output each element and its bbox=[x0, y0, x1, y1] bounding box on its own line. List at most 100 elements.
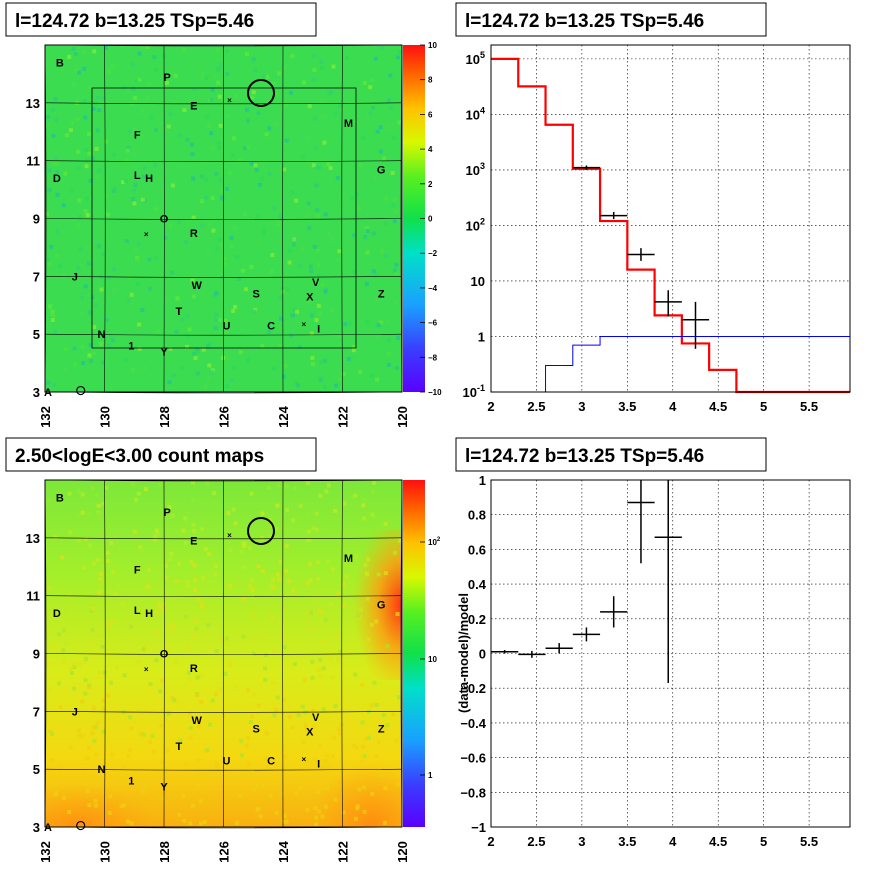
y-tick-label: −0.6 bbox=[460, 751, 486, 766]
x-tick-label: 126 bbox=[217, 406, 232, 428]
map-pixel bbox=[305, 581, 310, 586]
map-pixel bbox=[197, 782, 202, 787]
map-pixel bbox=[392, 197, 397, 202]
map-pixel bbox=[170, 183, 175, 188]
map-pixel bbox=[266, 330, 271, 334]
map-pixel bbox=[212, 293, 217, 298]
map-pixel bbox=[263, 653, 268, 658]
map-pixel bbox=[196, 350, 200, 355]
map-pixel bbox=[213, 73, 218, 78]
map-pixel bbox=[204, 75, 208, 80]
map2-frame bbox=[44, 479, 403, 828]
map-pixel bbox=[276, 483, 281, 488]
map-pixel bbox=[50, 644, 55, 649]
source-label: W bbox=[192, 280, 203, 292]
map-pixel bbox=[189, 559, 194, 564]
map-pixel bbox=[313, 116, 318, 121]
map-pixel bbox=[245, 52, 249, 56]
map-pixel bbox=[312, 523, 317, 528]
map-pixel bbox=[252, 309, 257, 314]
map-pixel bbox=[316, 262, 321, 267]
map-pixel bbox=[392, 135, 397, 140]
map-pixel bbox=[234, 685, 239, 690]
map-pixel bbox=[292, 237, 297, 242]
map-pixel bbox=[188, 821, 193, 826]
map-pixel bbox=[290, 725, 295, 730]
map-pixel bbox=[141, 732, 146, 737]
map-pixel bbox=[329, 602, 333, 607]
map-pixel bbox=[78, 662, 83, 667]
map-pixel bbox=[315, 214, 320, 219]
map-pixel bbox=[331, 735, 336, 740]
map-pixel bbox=[318, 311, 322, 316]
map-pixel bbox=[307, 299, 312, 304]
map-pixel bbox=[341, 372, 346, 377]
map-pixel bbox=[323, 212, 328, 217]
map-pixel bbox=[394, 262, 399, 267]
map-pixel bbox=[111, 569, 116, 574]
map-pixel bbox=[229, 378, 234, 383]
map-pixel bbox=[305, 136, 310, 141]
map-pixel bbox=[154, 528, 159, 533]
map-pixel bbox=[54, 117, 59, 122]
source-label: Y bbox=[160, 782, 168, 794]
map-pixel bbox=[317, 609, 322, 614]
map-pixel bbox=[194, 626, 199, 631]
map-pixel bbox=[267, 172, 272, 177]
map-pixel bbox=[115, 665, 119, 670]
title-box-tl bbox=[5, 2, 317, 37]
map-pixel bbox=[193, 356, 198, 361]
map-pixel bbox=[364, 319, 369, 324]
map-pixel bbox=[73, 362, 78, 367]
map-pixel bbox=[185, 344, 189, 349]
map-pixel bbox=[225, 49, 229, 53]
map-pixel bbox=[390, 171, 395, 175]
map-pixel bbox=[284, 484, 289, 489]
map-pixel bbox=[90, 731, 95, 736]
map-pixel bbox=[284, 138, 289, 143]
map-pixel bbox=[290, 313, 295, 318]
map-pixel bbox=[329, 308, 334, 313]
map-pixel bbox=[146, 584, 151, 589]
map-pixel bbox=[321, 765, 326, 769]
map-pixel bbox=[187, 711, 192, 716]
map-pixel bbox=[214, 649, 219, 654]
map-pixel bbox=[350, 196, 354, 201]
map-pixel bbox=[383, 221, 388, 226]
map-pixel bbox=[133, 151, 138, 156]
map-pixel bbox=[76, 266, 81, 271]
map-pixel bbox=[182, 818, 187, 823]
map-pixel bbox=[271, 585, 276, 590]
map-pixel bbox=[185, 137, 190, 142]
map-pixel bbox=[255, 783, 259, 788]
map-pixel bbox=[47, 168, 52, 173]
map-pixel bbox=[55, 192, 60, 197]
map-pixel bbox=[301, 740, 306, 745]
map-pixel bbox=[361, 135, 366, 140]
source-label: R bbox=[190, 663, 198, 675]
map-pixel bbox=[370, 791, 375, 796]
map-pixel bbox=[207, 123, 211, 128]
map-pixel bbox=[47, 498, 52, 503]
map-pixel bbox=[316, 576, 321, 581]
map-pixel bbox=[353, 816, 358, 821]
source-label: F bbox=[134, 565, 141, 577]
map-pixel bbox=[67, 593, 71, 598]
map-pixel bbox=[171, 624, 176, 629]
map-pixel bbox=[323, 759, 328, 763]
source-marker-x: × bbox=[301, 755, 306, 764]
map-pixel bbox=[103, 193, 108, 198]
map-pixel bbox=[387, 98, 391, 103]
map-pixel bbox=[229, 235, 234, 240]
map-pixel bbox=[102, 670, 107, 675]
map-pixel bbox=[314, 822, 318, 827]
map-pixel bbox=[341, 582, 346, 587]
map-pixel bbox=[330, 237, 335, 242]
map-pixel bbox=[55, 229, 60, 234]
map-pixel bbox=[117, 583, 122, 588]
y-tick-label: 0 bbox=[479, 647, 486, 662]
map-pixel bbox=[338, 102, 343, 107]
map-pixel bbox=[154, 207, 159, 211]
x-tick-label: 2.5 bbox=[527, 399, 545, 414]
